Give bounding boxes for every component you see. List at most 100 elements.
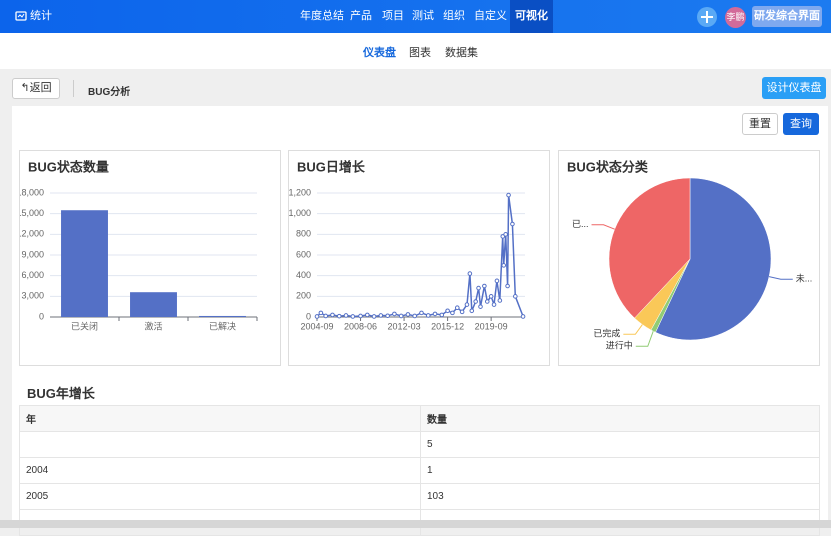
chart-card: BUG日增长 0 200 400 600 800 1,000 1,200 2004-09 2008…	[288, 150, 550, 366]
point	[439, 312, 445, 318]
x-tick-label: 2012-03	[388, 321, 421, 331]
y-tick-label: 9,000	[21, 249, 44, 259]
point	[350, 314, 356, 319]
app-button[interactable]: 研发综合界面	[752, 6, 822, 27]
point	[494, 278, 500, 284]
x-tick-label: 2019-09	[475, 321, 508, 331]
point	[314, 314, 320, 319]
point	[488, 294, 494, 299]
point	[336, 313, 342, 319]
point	[392, 311, 397, 317]
pie-slice	[655, 177, 772, 341]
y-tick-label: 1,200	[289, 187, 311, 197]
point	[358, 313, 363, 319]
brand[interactable]: 统计	[30, 10, 52, 22]
query-button[interactable]: 查询	[783, 113, 819, 135]
point	[323, 313, 329, 319]
header-cell: 年	[19, 405, 421, 432]
back-label: 返回	[29, 82, 52, 94]
pie-slice	[608, 177, 691, 319]
design-button[interactable]: 设计仪表盘	[762, 77, 826, 99]
avatar[interactable]: 李鹏	[725, 7, 746, 28]
bar	[61, 210, 108, 317]
nav-item[interactable]: 项目	[382, 10, 404, 22]
point	[464, 302, 470, 307]
back-icon: ↰	[20, 82, 30, 94]
subnav-item[interactable]: 数据集	[445, 47, 478, 59]
header-cell: 数量	[420, 405, 820, 432]
point	[459, 309, 465, 315]
y-tick-label: 15,000	[20, 208, 44, 218]
point	[330, 312, 335, 318]
leader-line	[623, 324, 643, 335]
table-row: 5	[19, 431, 820, 458]
y-tick-label: 12,000	[20, 229, 44, 239]
table-row: 2004 1	[19, 457, 820, 484]
page-title: BUG分析	[88, 87, 131, 98]
leader-line	[768, 276, 793, 280]
point	[513, 294, 518, 299]
y-tick-label: 0	[39, 311, 44, 321]
x-tick-label: 激活	[144, 320, 162, 331]
x-tick-label: 2004-09	[300, 321, 333, 331]
sub-nav: 仪表盘 图表 数据集	[0, 33, 831, 69]
leader-line	[635, 331, 654, 347]
slice-label: 未...	[796, 273, 813, 284]
add-button[interactable]	[696, 6, 718, 28]
point	[520, 314, 526, 319]
point	[482, 283, 487, 289]
y-tick-label: 18,000	[20, 187, 44, 197]
leader-line	[591, 224, 615, 230]
point	[491, 302, 497, 307]
point	[506, 192, 511, 198]
chart-title: BUG日增长	[297, 159, 366, 174]
nav-item[interactable]: 年度总结	[300, 10, 344, 22]
chart-title: BUG状态数量	[28, 159, 109, 174]
slice-label: 已完成	[593, 328, 620, 339]
point	[405, 312, 411, 317]
nav-item[interactable]: 测试	[412, 10, 434, 22]
cell: 2004	[19, 457, 421, 484]
nav-item-active[interactable]: 可视化	[510, 0, 553, 33]
bar	[130, 292, 177, 317]
subnav-item-active[interactable]: 仪表盘	[363, 47, 396, 59]
point	[432, 311, 438, 317]
y-tick-label: 600	[296, 249, 311, 259]
nav-item[interactable]: 产品	[350, 10, 372, 22]
point	[478, 304, 483, 309]
scrollbar	[0, 520, 831, 528]
point	[473, 299, 478, 304]
slice-label: 已...	[572, 219, 589, 229]
chart-title: BUG状态分类	[567, 159, 649, 174]
nav-item[interactable]: 自定义	[474, 10, 507, 22]
point	[371, 314, 377, 319]
cell: 2005	[19, 483, 421, 510]
y-tick-label: 800	[296, 229, 311, 239]
point	[469, 308, 475, 314]
slice-label: 进行中	[606, 340, 633, 351]
reset-button[interactable]: 重置	[742, 113, 778, 135]
point	[343, 313, 349, 318]
cell: 5	[420, 431, 820, 458]
point	[425, 313, 431, 318]
back-button[interactable]: ↰返回	[12, 78, 60, 99]
x-tick-label: 已解决	[209, 320, 236, 331]
y-tick-label: 3,000	[21, 291, 44, 301]
cell: 1	[420, 457, 820, 484]
point	[500, 234, 506, 239]
subnav-item[interactable]: 图表	[409, 47, 431, 59]
point	[497, 298, 503, 303]
point	[419, 310, 424, 316]
point	[505, 283, 510, 289]
nav-item[interactable]: 组织	[443, 10, 465, 22]
point	[445, 308, 450, 314]
point	[450, 310, 455, 316]
chart-card: BUG状态分类未... 已... 已完成 进行中	[558, 150, 820, 366]
point	[467, 271, 473, 276]
chart: BUG日增长 0 200 400 600 800 1,000 1,200 2004-09 2008…	[289, 159, 526, 331]
point	[398, 313, 404, 319]
point	[510, 221, 515, 227]
point	[476, 285, 481, 291]
